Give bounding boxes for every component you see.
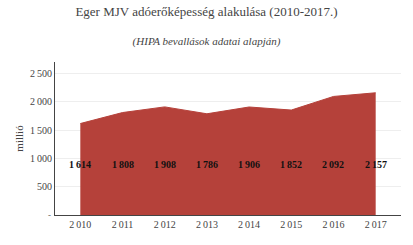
svg-text:Eger MJV adóerőképesség alakul: Eger MJV adóerőképesség alakulása (2010-… [75,4,337,19]
svg-text:2 016: 2 016 [322,219,344,230]
svg-text:(HIPA bevallások adatai alapjá: (HIPA bevallások adatai alapján) [133,35,281,48]
svg-text:-: - [48,210,51,220]
svg-text:1 786: 1 786 [196,159,218,170]
svg-text:1 500: 1 500 [30,125,52,136]
svg-text:1 906: 1 906 [238,159,260,170]
svg-text:2 010: 2 010 [69,219,91,230]
svg-text:1 808: 1 808 [112,159,134,170]
svg-text:500: 500 [37,181,52,192]
svg-text:2 015: 2 015 [280,219,302,230]
svg-text:2 011: 2 011 [112,219,134,230]
svg-text:1 614: 1 614 [69,159,91,170]
svg-text:2 013: 2 013 [196,219,218,230]
svg-text:1 908: 1 908 [154,159,176,170]
svg-text:1 852: 1 852 [280,159,302,170]
svg-text:millió: millió [13,125,25,152]
svg-text:2 092: 2 092 [322,159,344,170]
svg-text:2 000: 2 000 [30,96,52,107]
svg-text:2 157: 2 157 [365,159,387,170]
svg-text:2 014: 2 014 [238,219,260,230]
svg-text:2 500: 2 500 [30,68,52,79]
svg-text:1 000: 1 000 [30,153,52,164]
svg-text:2 012: 2 012 [154,219,176,230]
svg-text:2 017: 2 017 [365,219,387,230]
